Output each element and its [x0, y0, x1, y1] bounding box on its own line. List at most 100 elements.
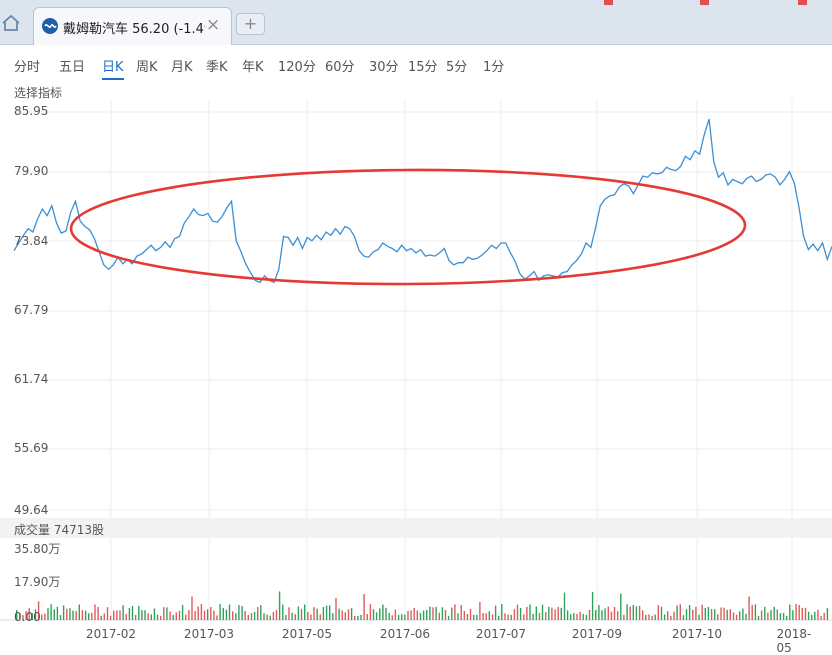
stock-tab[interactable]: 戴姆勒汽车 56.20 (-1.49 ×	[33, 7, 232, 45]
volume-bar-42	[147, 613, 149, 620]
volume-bar-10	[47, 607, 49, 620]
volume-bar-154	[498, 615, 500, 620]
volume-bar-14	[59, 615, 62, 620]
volume-bar-109	[357, 616, 359, 620]
volume-bar-251	[801, 607, 803, 620]
volume-bar-139	[451, 607, 453, 620]
volume-bar-247	[789, 604, 791, 620]
volume-bar-41	[144, 610, 146, 620]
period-tab-10[interactable]: 15分	[408, 60, 438, 75]
y-tick-label-3: 67.79	[14, 303, 49, 317]
volume-bar-193	[620, 593, 622, 620]
volume-bar-4	[28, 608, 30, 620]
volume-bar-76	[253, 612, 256, 620]
volume-bar-162	[523, 614, 525, 620]
volume-bar-135	[438, 612, 440, 620]
period-tab-6[interactable]: 年K	[242, 60, 264, 75]
volume-bar-132	[429, 606, 431, 620]
volume-bar-68	[228, 604, 231, 620]
volume-bar-55	[188, 610, 190, 620]
window-control-icon[interactable]	[700, 0, 709, 5]
volume-bar-65	[219, 604, 221, 620]
volume-bar-50	[172, 615, 174, 620]
volume-bar-52	[178, 610, 181, 620]
volume-bar-43	[150, 614, 152, 620]
volume-bar-258	[823, 613, 825, 620]
period-tab-5[interactable]: 季K	[206, 60, 228, 75]
x-tick-label-1: 2017-03	[183, 627, 235, 641]
period-tab-9[interactable]: 30分	[369, 60, 399, 75]
volume-bar-164	[529, 604, 531, 620]
volume-bar-232	[742, 608, 744, 620]
volume-bar-22	[84, 610, 87, 620]
volume-bar-160	[516, 604, 519, 620]
volume-bar-29	[106, 607, 109, 620]
volume-bar-66	[222, 607, 224, 620]
volume-bar-241	[770, 610, 772, 620]
volume-bar-161	[519, 608, 522, 620]
period-tab-1[interactable]: 五日	[59, 60, 86, 75]
period-tab-12[interactable]: 1分	[483, 60, 505, 75]
volume-bar-158	[510, 614, 512, 620]
volume-bar-220	[704, 607, 706, 620]
volume-bar-113	[369, 604, 372, 620]
period-tab-3[interactable]: 周K	[136, 60, 158, 75]
volume-bar-179	[576, 614, 578, 620]
volume-bar-133	[432, 607, 434, 620]
volume-bar-45	[156, 614, 159, 620]
period-tab-7[interactable]: 120分	[278, 60, 316, 75]
volume-bar-157	[507, 614, 509, 620]
volume-bar-259	[826, 608, 829, 620]
volume-bar-59	[200, 604, 203, 620]
volume-bar-99	[325, 605, 328, 620]
period-tab-2[interactable]: 日K	[102, 56, 124, 80]
volume-bar-233	[745, 613, 747, 620]
period-tab-0[interactable]: 分时	[14, 60, 41, 75]
volume-bar-19	[75, 611, 77, 620]
volume-bar-183	[588, 609, 591, 620]
volume-bar-70	[235, 613, 237, 620]
volume-bar-105	[344, 612, 346, 620]
volume-bar-117	[382, 604, 384, 620]
y-tick-label-5: 55.69	[14, 441, 49, 455]
period-tab-11[interactable]: 5分	[446, 60, 468, 75]
window-control-icon[interactable]	[798, 0, 807, 5]
volume-bar-60	[203, 610, 206, 620]
volume-bar-94	[310, 614, 312, 620]
volume-bar-250	[798, 605, 800, 620]
volume-bar-257	[820, 615, 822, 620]
volume-bar-170	[548, 606, 550, 620]
x-tick-label-6: 2017-10	[671, 627, 723, 641]
volume-bar-229	[732, 612, 735, 620]
new-tab-button[interactable]: +	[236, 13, 265, 35]
tab-title: 戴姆勒汽车 56.20 (-1.49	[63, 22, 205, 37]
volume-bar-214	[685, 609, 688, 620]
volume-bar-199	[638, 605, 641, 620]
period-tab-4[interactable]: 月K	[171, 60, 193, 75]
volume-bar-248	[792, 610, 794, 620]
volume-bar-210	[673, 611, 675, 620]
volume-bar-73	[244, 611, 246, 620]
volume-bar-191	[613, 607, 616, 620]
volume-bar-20	[78, 604, 80, 620]
volume-bar-64	[216, 615, 218, 620]
select-indicator-button[interactable]: 选择指标	[14, 86, 63, 100]
volume-bar-148	[479, 602, 481, 620]
period-tab-8[interactable]: 60分	[325, 60, 355, 75]
home-icon[interactable]	[0, 12, 22, 34]
volume-bar-77	[257, 607, 259, 620]
volume-bar-153	[494, 605, 497, 620]
volume-bar-61	[206, 609, 209, 620]
volume-bar-207	[663, 614, 666, 620]
volume-bar-204	[654, 614, 656, 620]
volume-bar-131	[426, 610, 428, 620]
volume-bar-203	[651, 616, 653, 620]
volume-bar-7	[37, 601, 40, 620]
window-control-icon[interactable]	[604, 0, 613, 5]
volume-bar-3	[25, 611, 27, 620]
volume-bar-53	[181, 605, 184, 620]
volume-bar-254	[811, 614, 813, 620]
volume-bar-2	[22, 615, 24, 620]
close-icon[interactable]: ×	[206, 15, 221, 35]
